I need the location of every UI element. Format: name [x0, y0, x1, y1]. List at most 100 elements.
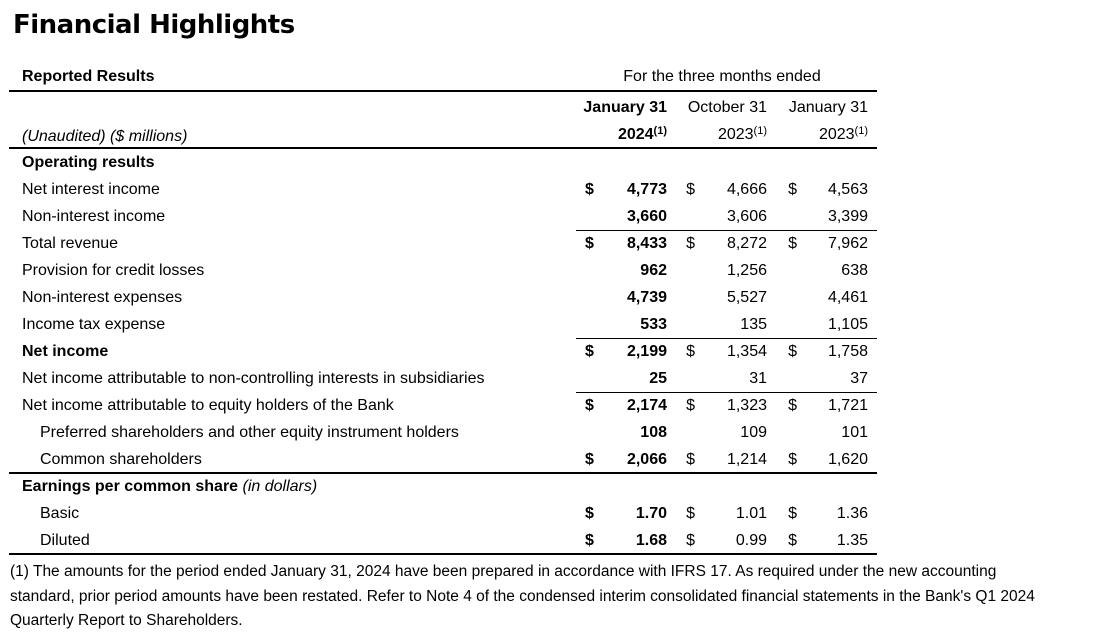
- value-jan-2024: 533: [640, 315, 667, 333]
- column-header-oct-2023: October 31 2023(1): [667, 94, 767, 150]
- value-oct-2023: 1,323: [726, 396, 767, 414]
- row-label: Income tax expense: [22, 315, 166, 333]
- footnote-line: (1) The amounts for the period ended Jan…: [10, 563, 997, 580]
- column-year: 2023(1): [717, 125, 767, 143]
- value-jan-2023: 1,758: [827, 342, 868, 360]
- value-jan-2023: 4,563: [827, 180, 868, 198]
- column-header-jan-2023: January 31 2023(1): [767, 94, 868, 150]
- footnote-ref: (1): [653, 125, 667, 137]
- footnote: (1) The amounts for the period ended Jan…: [10, 560, 1035, 634]
- table-header-row-dates: (Unaudited) ($ millions) January 31 2024…: [9, 92, 877, 149]
- value-jan-2024: 25: [649, 369, 667, 387]
- dollar-sign: $: [585, 342, 594, 360]
- reported-results-label: Reported Results: [22, 68, 155, 85]
- dollar-sign: $: [585, 180, 594, 198]
- row-label: Net income attributable to equity holder…: [22, 396, 394, 414]
- row-label: Non-interest expenses: [22, 288, 183, 306]
- dollar-sign: $: [585, 396, 594, 414]
- row-label: Net income: [22, 342, 109, 360]
- dollar-sign: $: [686, 180, 695, 198]
- dollar-sign: $: [585, 234, 594, 252]
- value-oct-2023: 135: [740, 315, 767, 333]
- unaudited-label: (Unaudited) ($ millions): [22, 128, 188, 145]
- table-row-ni-non-controlling-interests: Net income attributable to non-controlli…: [9, 365, 877, 393]
- dollar-sign: $: [788, 342, 797, 360]
- table-row-income-tax-expense: Income tax expense 533 135 1,105: [9, 311, 877, 339]
- value-jan-2024: 1.68: [635, 531, 667, 549]
- column-year: 2023(1): [818, 125, 868, 143]
- dollar-sign: $: [585, 450, 594, 468]
- value-jan-2024: 108: [640, 423, 667, 441]
- dollar-sign: $: [585, 504, 594, 522]
- dollar-sign: $: [788, 504, 797, 522]
- dollar-sign: $: [788, 234, 797, 252]
- table-row-eps-basic: Basic $ 1.70 $ 1.01 $ 1.36: [9, 500, 877, 527]
- value-oct-2023: 1,256: [726, 261, 767, 279]
- value-jan-2024: 1.70: [635, 504, 667, 522]
- section-label: Earnings per common share (in dollars): [22, 477, 318, 495]
- value-jan-2023: 3,399: [827, 207, 868, 225]
- dollar-sign: $: [686, 504, 695, 522]
- row-label: Total revenue: [22, 234, 119, 252]
- footnote-line: Quarterly Report to Shareholders.: [10, 612, 243, 629]
- table-row-ni-equity-holders: Net income attributable to equity holder…: [9, 392, 877, 419]
- table-row-non-interest-expenses: Non-interest expenses 4,739 5,527 4,461: [9, 284, 877, 311]
- dollar-sign: $: [686, 342, 695, 360]
- value-oct-2023: 4,666: [726, 180, 767, 198]
- table-row-net-income: Net income $ 2,199 $ 1,354 $ 1,758: [9, 338, 877, 365]
- row-label: Provision for credit losses: [22, 261, 205, 279]
- value-jan-2023: 638: [841, 261, 868, 279]
- row-label: Common shareholders: [40, 450, 202, 468]
- value-oct-2023: 3,606: [726, 207, 767, 225]
- footnote-ref: (1): [854, 125, 868, 137]
- dollar-sign: $: [788, 180, 797, 198]
- value-jan-2023: 1.36: [836, 504, 868, 522]
- value-jan-2023: 7,962: [827, 234, 868, 252]
- value-oct-2023: 5,527: [726, 288, 767, 306]
- row-label: Net interest income: [22, 180, 160, 198]
- value-jan-2024: 2,199: [626, 342, 667, 360]
- table-row-total-revenue: Total revenue $ 8,433 $ 8,272 $ 7,962: [9, 230, 877, 257]
- footnote-ref: (1): [753, 125, 767, 137]
- column-month: January 31: [788, 99, 868, 116]
- section-label-note: (in dollars): [242, 477, 318, 495]
- table-row-provision-credit-losses: Provision for credit losses 962 1,256 63…: [9, 257, 877, 284]
- row-label: Basic: [40, 504, 80, 522]
- column-month: January 31: [583, 99, 667, 116]
- value-jan-2023: 1,105: [827, 315, 868, 333]
- value-oct-2023: 8,272: [726, 234, 767, 252]
- section-label: Operating results: [22, 153, 155, 171]
- dollar-sign: $: [788, 531, 797, 549]
- page-title: Financial Highlights: [13, 10, 295, 40]
- dollar-sign: $: [686, 396, 695, 414]
- dollar-sign: $: [585, 531, 594, 549]
- value-oct-2023: 1,354: [726, 342, 767, 360]
- row-label: Non-interest income: [22, 207, 166, 225]
- dollar-sign: $: [686, 234, 695, 252]
- dollar-sign: $: [788, 450, 797, 468]
- table-row-non-interest-income: Non-interest income 3,660 3,606 3,399: [9, 203, 877, 231]
- dollar-sign: $: [686, 531, 695, 549]
- value-jan-2024: 4,773: [626, 180, 667, 198]
- table-row-common-shareholders: Common shareholders $ 2,066 $ 1,214 $ 1,…: [9, 446, 877, 474]
- value-oct-2023: 1.01: [735, 504, 767, 522]
- financial-highlights-table: Reported Results For the three months en…: [9, 66, 877, 555]
- dollar-sign: $: [686, 450, 695, 468]
- value-jan-2023: 1,721: [827, 396, 868, 414]
- period-span-label: For the three months ended: [623, 68, 821, 85]
- value-jan-2024: 2,066: [626, 450, 667, 468]
- footnote-line: standard, prior period amounts have been…: [10, 587, 1035, 605]
- column-header-jan-2024: January 31 2024(1): [576, 94, 667, 150]
- column-year: 2024(1): [617, 125, 667, 143]
- table-header-row-top: Reported Results For the three months en…: [9, 66, 877, 92]
- dollar-sign: $: [788, 396, 797, 414]
- value-oct-2023: 1,214: [726, 450, 767, 468]
- value-jan-2023: 37: [850, 369, 868, 387]
- value-jan-2024: 3,660: [626, 207, 667, 225]
- value-jan-2024: 4,739: [626, 288, 667, 306]
- value-oct-2023: 109: [740, 423, 767, 441]
- value-jan-2023: 1,620: [827, 450, 868, 468]
- value-jan-2023: 4,461: [827, 288, 868, 306]
- value-jan-2024: 8,433: [626, 234, 667, 252]
- row-label: Net income attributable to non-controlli…: [22, 369, 485, 387]
